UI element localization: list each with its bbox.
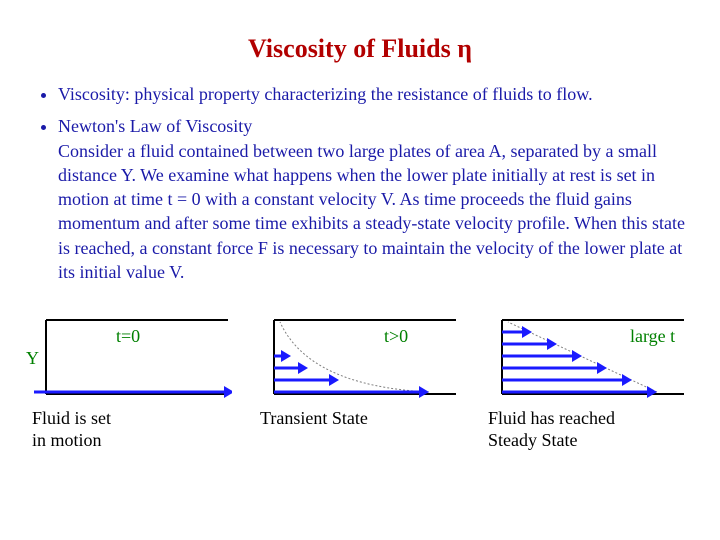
diagram-svg-3: large t (488, 312, 688, 398)
slide-title: Viscosity of Fluids η (28, 34, 692, 64)
diagram-caption-1: Fluid is setin motion (32, 408, 111, 451)
svg-text:large t: large t (630, 326, 675, 346)
diagram-row: Y t=0 Fluid is setin motion t>0 Transien… (28, 312, 692, 451)
slide: Viscosity of Fluids η Viscosity: physica… (0, 0, 720, 540)
diagram-panel-1: Y t=0 Fluid is setin motion (32, 312, 232, 451)
diagram-panel-3: large t Fluid has reachedSteady State (488, 312, 688, 451)
diagram-caption-3: Fluid has reachedSteady State (488, 408, 615, 451)
caption-text: Fluid has reachedSteady State (488, 408, 615, 450)
svg-text:t>0: t>0 (384, 326, 408, 346)
bullet-text: Newton's Law of Viscosity (58, 116, 252, 136)
caption-text: Transient State (260, 408, 368, 428)
y-axis-label: Y (26, 348, 39, 369)
diagram-caption-2: Transient State (260, 408, 368, 430)
caption-text: Fluid is setin motion (32, 408, 111, 450)
bullet-paragraph: Consider a fluid contained between two l… (58, 141, 685, 282)
diagram-svg-1: t=0 (32, 312, 232, 398)
bullet-item: Newton's Law of Viscosity Consider a flu… (58, 114, 692, 284)
bullet-item: Viscosity: physical property characteriz… (58, 82, 692, 106)
bullet-text: Viscosity: physical property characteriz… (58, 84, 593, 104)
svg-text:t=0: t=0 (116, 326, 140, 346)
bullet-list: Viscosity: physical property characteriz… (36, 82, 692, 284)
diagram-svg-2: t>0 (260, 312, 460, 398)
diagram-panel-2: t>0 Transient State (260, 312, 460, 451)
